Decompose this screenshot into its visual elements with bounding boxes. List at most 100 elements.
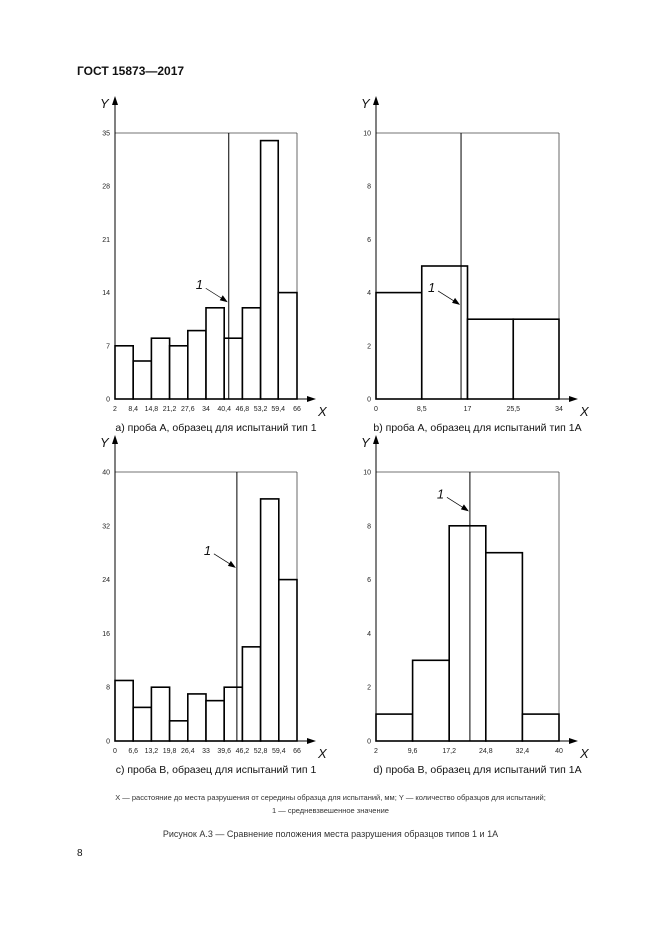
- y-tick-label: 21: [102, 237, 110, 244]
- x-tick-label: 0: [374, 406, 378, 413]
- histogram-bar: [277, 291, 298, 400]
- histogram-bar: [521, 713, 560, 742]
- histogram-bar: [132, 360, 153, 400]
- x-tick-label: 9,6: [408, 748, 418, 755]
- x-tick-label: 2: [374, 748, 378, 755]
- y-tick-label: 2: [367, 343, 371, 350]
- x-axis-label: X: [317, 404, 328, 419]
- y-axis-label: Y: [361, 435, 371, 450]
- y-tick-label: 8: [367, 184, 371, 191]
- y-tick-label: 10: [363, 131, 371, 138]
- mean-line-label: 1: [204, 543, 211, 558]
- histogram-bar: [241, 306, 262, 400]
- histogram-bar: [187, 329, 207, 400]
- y-axis-arrow-icon: [112, 435, 118, 444]
- x-tick-label: 34: [555, 406, 563, 413]
- histogram-bar: [466, 318, 515, 400]
- mean-arrow-icon: [452, 297, 461, 305]
- y-tick-label: 0: [106, 739, 110, 746]
- mean-line-label: 1: [437, 486, 444, 501]
- y-tick-label: 0: [367, 397, 371, 404]
- histogram-bar: [114, 344, 135, 400]
- x-tick-label: 40: [555, 748, 563, 755]
- figure-caption: Рисунок А.3 — Сравнение положения места …: [162, 829, 499, 839]
- histogram-bar: [375, 713, 414, 742]
- x-tick-label: 34: [202, 406, 210, 413]
- x-axis-label: X: [317, 746, 328, 761]
- y-tick-label: 6: [367, 577, 371, 584]
- y-tick-label: 32: [102, 523, 110, 530]
- x-tick-label: 21,2: [163, 406, 177, 413]
- x-tick-label: 27,6: [181, 406, 195, 413]
- y-tick-label: 0: [106, 397, 110, 404]
- figure-legend-line-1: X — расстояние до места разрушения от се…: [115, 793, 546, 802]
- histogram-bar: [205, 699, 226, 742]
- x-tick-label: 39,6: [217, 748, 231, 755]
- histogram-bar: [187, 693, 207, 742]
- x-tick-label: 32,4: [516, 748, 530, 755]
- chart-caption: c) проба B, образец для испытаний тип 1: [116, 764, 317, 776]
- histogram-bar: [205, 306, 226, 400]
- x-axis-label: X: [579, 404, 590, 419]
- y-tick-label: 2: [367, 685, 371, 692]
- y-axis-arrow-icon: [373, 435, 379, 444]
- histogram-bar: [114, 679, 135, 742]
- x-tick-label: 0: [113, 748, 117, 755]
- x-axis-arrow-icon: [307, 396, 316, 402]
- y-tick-label: 40: [102, 470, 110, 477]
- y-tick-label: 4: [367, 290, 371, 297]
- histogram-bar: [375, 291, 423, 400]
- x-tick-label: 6,6: [128, 748, 138, 755]
- y-tick-label: 4: [367, 631, 371, 638]
- x-tick-label: 52,8: [254, 748, 268, 755]
- y-tick-label: 16: [102, 631, 110, 638]
- histogram-chart-c: 1 0 8 16 24 32 40 0 6,6 13,2 19,8 26,4 33 39,6 46,2 52,…: [100, 435, 328, 776]
- document-header: ГОСТ 15873—2017: [77, 64, 185, 78]
- histogram-bar: [223, 686, 244, 742]
- histogram-bar: [259, 139, 280, 400]
- x-tick-label: 25,5: [506, 406, 520, 413]
- histogram-bar: [259, 498, 280, 742]
- x-tick-label: 46,2: [236, 748, 250, 755]
- x-tick-label: 53,2: [254, 406, 268, 413]
- histogram-bar: [132, 706, 153, 742]
- x-tick-label: 19,8: [163, 748, 177, 755]
- x-axis-label: X: [579, 746, 590, 761]
- mean-arrow-icon: [460, 504, 469, 512]
- x-tick-label: 59,4: [271, 406, 285, 413]
- figure-legend-line-2: 1 — средневзвешенное значение: [272, 806, 389, 815]
- x-tick-label: 8,4: [128, 406, 138, 413]
- y-tick-label: 8: [106, 685, 110, 692]
- page-number: 8: [77, 848, 83, 859]
- y-tick-label: 28: [102, 184, 110, 191]
- y-axis-label: Y: [100, 96, 110, 111]
- histogram-bar: [411, 659, 451, 742]
- histogram-bar: [277, 578, 298, 742]
- x-tick-label: 8,5: [417, 406, 427, 413]
- histogram-bar: [150, 337, 171, 400]
- x-tick-label: 46,8: [236, 406, 250, 413]
- histogram-chart-a: 1 0 7 14 21 28 35 2 8,4 14,8 21,2 27,6 34 40,4 46,8 53,…: [100, 96, 328, 434]
- x-tick-label: 13,2: [145, 748, 159, 755]
- chart-caption: b) проба A, образец для испытаний тип 1А: [373, 422, 581, 434]
- mean-arrow-icon: [227, 560, 236, 568]
- y-tick-label: 35: [102, 131, 110, 138]
- y-tick-label: 0: [367, 739, 371, 746]
- y-tick-label: 24: [102, 577, 110, 584]
- y-tick-label: 6: [367, 237, 371, 244]
- x-tick-label: 2: [113, 406, 117, 413]
- mean-line-label: 1: [196, 277, 203, 292]
- y-axis-arrow-icon: [373, 96, 379, 105]
- y-axis-label: Y: [100, 435, 110, 450]
- x-tick-label: 26,4: [181, 748, 195, 755]
- mean-line-label: 1: [428, 280, 435, 295]
- x-axis-arrow-icon: [569, 738, 578, 744]
- x-tick-label: 40,4: [217, 406, 231, 413]
- y-tick-label: 7: [106, 343, 110, 350]
- x-tick-label: 17,2: [442, 748, 456, 755]
- histogram-bar: [168, 720, 189, 742]
- x-tick-label: 33: [202, 748, 210, 755]
